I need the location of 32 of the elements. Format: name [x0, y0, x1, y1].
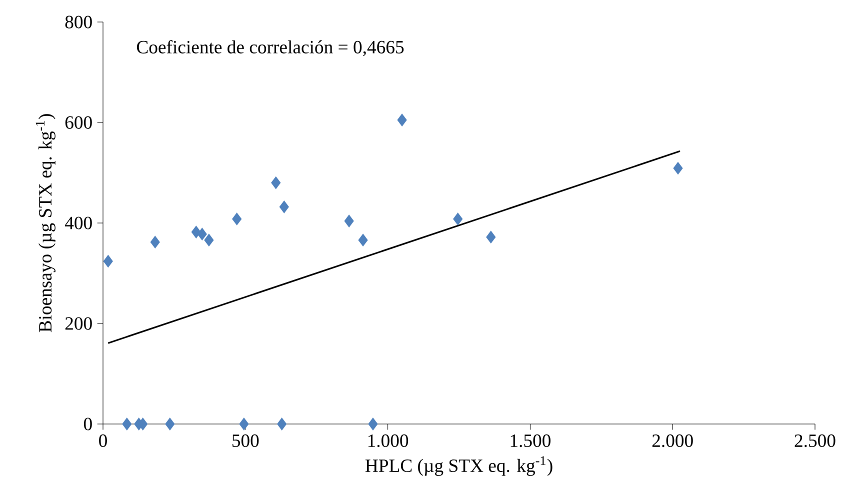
x-tick-label: 500	[232, 434, 259, 448]
x-tick-label: 1.500	[510, 434, 550, 448]
y-tick-label: 800	[65, 16, 92, 28]
point	[150, 236, 160, 248]
point	[271, 176, 281, 190]
point	[673, 162, 683, 175]
point	[103, 254, 113, 268]
y-axis-title: Bioensayo (µg STX eq. kg$^{-1}$)	[36, 114, 56, 332]
annotation: Coeficiente de correlación = 0,4665	[136, 40, 404, 56]
point	[453, 212, 463, 226]
x-tick-label: 2.500	[794, 434, 836, 448]
point	[122, 418, 132, 430]
point	[358, 234, 368, 246]
x-tick-label: 2.000	[652, 434, 693, 448]
y-tick-label: 400	[64, 216, 92, 230]
point	[197, 228, 207, 240]
point	[397, 114, 407, 126]
x-axis-title: HPLC (µg STX eq. kg$^{-1}$)	[365, 456, 552, 476]
x-tick-label: 1.000	[368, 434, 408, 448]
point	[368, 418, 378, 430]
point	[486, 230, 496, 244]
y-tick-label: 0	[84, 418, 92, 430]
y-tick-label: 200	[65, 317, 92, 330]
point	[344, 214, 354, 228]
y-tick-label: 600	[65, 116, 92, 129]
point	[204, 234, 214, 246]
x-tick-label: 0	[99, 434, 107, 448]
point	[239, 418, 249, 430]
point	[165, 418, 175, 430]
point	[232, 212, 242, 226]
point	[279, 200, 289, 214]
point	[277, 418, 287, 430]
